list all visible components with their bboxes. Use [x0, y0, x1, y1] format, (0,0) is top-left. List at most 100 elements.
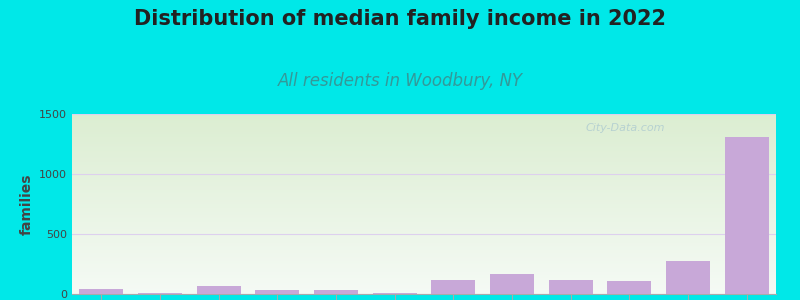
Bar — [72, 194, 776, 195]
Bar — [72, 252, 776, 253]
Bar — [72, 174, 776, 175]
Bar — [72, 170, 776, 171]
Bar — [72, 126, 776, 127]
Bar — [72, 123, 776, 124]
Bar — [72, 177, 776, 178]
Bar — [72, 267, 776, 268]
Bar — [72, 283, 776, 284]
Bar — [72, 242, 776, 243]
Bar — [72, 265, 776, 266]
Bar — [79, 289, 123, 294]
Bar — [72, 238, 776, 239]
Bar — [72, 274, 776, 275]
Bar — [725, 137, 769, 294]
Bar — [72, 211, 776, 212]
Text: All residents in Woodbury, NY: All residents in Woodbury, NY — [278, 72, 522, 90]
Bar — [72, 157, 776, 158]
Bar — [72, 213, 776, 214]
Bar — [72, 220, 776, 221]
Bar — [72, 282, 776, 283]
Bar — [72, 292, 776, 293]
Bar — [72, 144, 776, 145]
Bar — [72, 124, 776, 125]
Bar — [72, 181, 776, 182]
Bar — [72, 276, 776, 277]
Bar — [72, 132, 776, 133]
Bar — [72, 241, 776, 242]
Text: Distribution of median family income in 2022: Distribution of median family income in … — [134, 9, 666, 29]
Bar — [72, 262, 776, 263]
Bar — [72, 193, 776, 194]
Bar — [72, 127, 776, 128]
Bar — [72, 272, 776, 273]
Bar — [72, 162, 776, 163]
Bar — [72, 248, 776, 249]
Bar — [138, 293, 182, 294]
Bar — [72, 125, 776, 126]
Bar — [72, 130, 776, 131]
Bar — [314, 290, 358, 294]
Bar — [72, 218, 776, 219]
Bar — [72, 257, 776, 258]
Bar — [72, 183, 776, 184]
Bar — [72, 158, 776, 159]
Bar — [607, 281, 651, 294]
Bar — [72, 133, 776, 134]
Bar — [72, 192, 776, 193]
Bar — [72, 135, 776, 136]
Bar — [72, 159, 776, 160]
Bar — [72, 280, 776, 281]
Bar — [72, 261, 776, 262]
Bar — [72, 148, 776, 149]
Bar — [72, 121, 776, 122]
Bar — [72, 240, 776, 241]
Bar — [72, 233, 776, 234]
Bar — [72, 171, 776, 172]
Bar — [72, 249, 776, 250]
Bar — [72, 275, 776, 276]
Bar — [72, 255, 776, 256]
Bar — [72, 136, 776, 137]
Bar — [72, 263, 776, 264]
Bar — [72, 271, 776, 272]
Bar — [72, 178, 776, 179]
Bar — [72, 185, 776, 186]
Bar — [72, 207, 776, 208]
Bar — [72, 153, 776, 154]
Bar — [72, 179, 776, 180]
Bar — [72, 190, 776, 191]
Bar — [72, 169, 776, 170]
Bar — [72, 140, 776, 141]
Bar — [72, 189, 776, 190]
Bar — [72, 225, 776, 226]
Bar — [72, 215, 776, 216]
Bar — [72, 226, 776, 227]
Bar — [72, 288, 776, 289]
Bar — [72, 166, 776, 167]
Bar — [72, 253, 776, 254]
Bar — [72, 237, 776, 238]
Bar — [72, 168, 776, 169]
Bar — [72, 247, 776, 248]
Bar — [72, 180, 776, 181]
Text: City-Data.com: City-Data.com — [586, 123, 666, 133]
Bar — [72, 128, 776, 129]
Bar — [72, 243, 776, 244]
Bar — [72, 138, 776, 139]
Bar — [72, 118, 776, 119]
Bar — [72, 203, 776, 204]
Bar — [72, 221, 776, 222]
Bar — [72, 196, 776, 197]
Bar — [72, 291, 776, 292]
Bar — [72, 209, 776, 210]
Bar — [72, 293, 776, 294]
Bar — [666, 261, 710, 294]
Bar — [72, 199, 776, 200]
Bar — [72, 217, 776, 218]
Bar — [72, 229, 776, 230]
Bar — [72, 264, 776, 265]
Bar — [72, 214, 776, 215]
Y-axis label: families: families — [19, 173, 34, 235]
Bar — [72, 277, 776, 278]
Bar — [72, 119, 776, 120]
